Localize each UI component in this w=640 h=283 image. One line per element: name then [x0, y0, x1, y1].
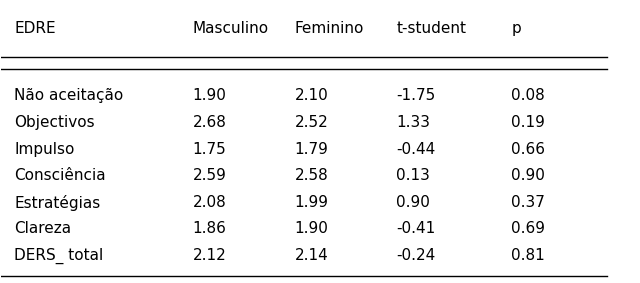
Text: 2.58: 2.58 — [294, 168, 328, 183]
Text: t-student: t-student — [396, 21, 467, 36]
Text: 2.68: 2.68 — [193, 115, 227, 130]
Text: -1.75: -1.75 — [396, 88, 436, 103]
Text: EDRE: EDRE — [14, 21, 56, 36]
Text: 1.79: 1.79 — [294, 142, 328, 156]
Text: 1.86: 1.86 — [193, 221, 227, 236]
Text: 2.59: 2.59 — [193, 168, 227, 183]
Text: 0.66: 0.66 — [511, 142, 545, 156]
Text: DERS_ total: DERS_ total — [14, 248, 104, 264]
Text: Masculino: Masculino — [193, 21, 269, 36]
Text: 0.81: 0.81 — [511, 248, 545, 263]
Text: 0.37: 0.37 — [511, 195, 545, 210]
Text: Estratégias: Estratégias — [14, 195, 100, 211]
Text: 2.08: 2.08 — [193, 195, 227, 210]
Text: 1.99: 1.99 — [294, 195, 328, 210]
Text: -0.44: -0.44 — [396, 142, 436, 156]
Text: 0.90: 0.90 — [511, 168, 545, 183]
Text: 0.13: 0.13 — [396, 168, 430, 183]
Text: 2.10: 2.10 — [294, 88, 328, 103]
Text: Impulso: Impulso — [14, 142, 74, 156]
Text: 1.33: 1.33 — [396, 115, 431, 130]
Text: p: p — [511, 21, 521, 36]
Text: 2.14: 2.14 — [294, 248, 328, 263]
Text: 0.90: 0.90 — [396, 195, 430, 210]
Text: 1.90: 1.90 — [193, 88, 227, 103]
Text: 1.90: 1.90 — [294, 221, 328, 236]
Text: Objectivos: Objectivos — [14, 115, 95, 130]
Text: Feminino: Feminino — [294, 21, 364, 36]
Text: 2.52: 2.52 — [294, 115, 328, 130]
Text: -0.24: -0.24 — [396, 248, 436, 263]
Text: 0.08: 0.08 — [511, 88, 545, 103]
Text: -0.41: -0.41 — [396, 221, 436, 236]
Text: 2.12: 2.12 — [193, 248, 227, 263]
Text: Consciência: Consciência — [14, 168, 106, 183]
Text: 0.69: 0.69 — [511, 221, 545, 236]
Text: 1.75: 1.75 — [193, 142, 227, 156]
Text: Clareza: Clareza — [14, 221, 71, 236]
Text: 0.19: 0.19 — [511, 115, 545, 130]
Text: Não aceitação: Não aceitação — [14, 88, 124, 103]
